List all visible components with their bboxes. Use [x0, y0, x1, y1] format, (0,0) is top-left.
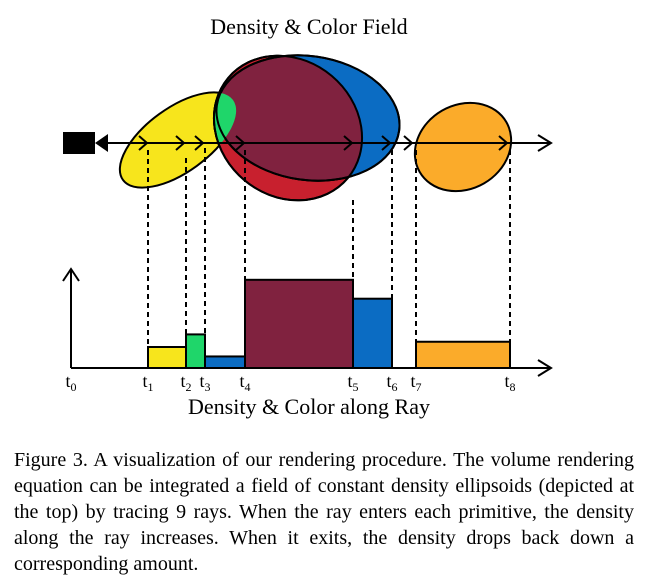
field-title: Density & Color Field	[210, 14, 407, 39]
tick-label-t8: t8	[504, 371, 515, 394]
density-bar-5	[352, 297, 393, 370]
density-bar-3	[204, 355, 246, 370]
tick-label-t2: t2	[180, 371, 191, 394]
tick-label-t6: t6	[386, 371, 397, 394]
orange-ellipse	[413, 101, 513, 193]
tick-label-t4: t4	[239, 371, 250, 394]
tick-label-t7: t7	[410, 371, 421, 394]
ray-arrow	[108, 134, 553, 152]
figure-caption: Figure 3. A visualization of our renderi…	[14, 449, 634, 575]
tick-label-t0: t0	[65, 371, 76, 394]
density-bars	[147, 278, 511, 370]
ray-arrowheads	[138, 135, 509, 151]
density-bar-6	[415, 340, 511, 369]
blue-outline	[215, 54, 401, 182]
density-bar-1	[147, 346, 187, 369]
ray-title: Density & Color along Ray	[188, 394, 430, 419]
tick-label-t1: t1	[142, 371, 153, 394]
density-bar-2	[185, 333, 206, 369]
tick-label-t3: t3	[199, 371, 210, 394]
ellipsoid-field	[118, 54, 513, 202]
rendering-diagram: Density & Color Field	[62, 14, 553, 419]
tick-label-t5: t5	[347, 371, 358, 394]
density-bar-4	[244, 278, 354, 369]
tick-labels: t0 t1 t2 t3 t4 t5 t6 t7 t8	[65, 371, 515, 394]
camera-icon	[63, 132, 108, 154]
